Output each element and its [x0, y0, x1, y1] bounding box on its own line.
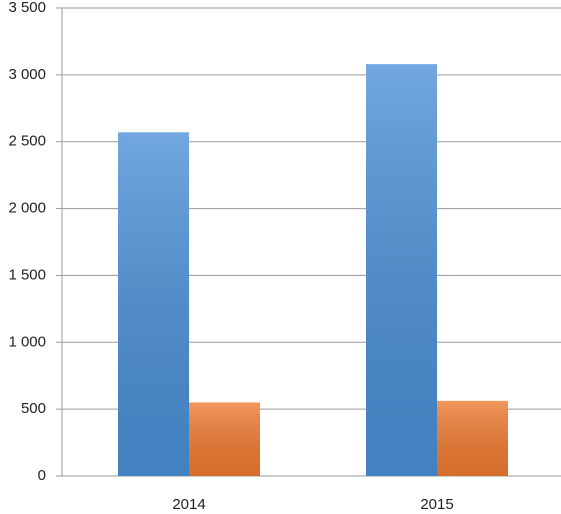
y-tick-label: 1 000: [8, 333, 46, 350]
y-tick-label: 2 000: [8, 200, 46, 217]
y-tick-label: 2 500: [8, 133, 46, 150]
x-tick-label: 2014: [172, 496, 205, 513]
bar-sheen: [189, 402, 260, 476]
y-tick-label: 1 500: [8, 266, 46, 283]
bar-sheen: [366, 64, 437, 476]
bar-sheen: [437, 400, 508, 476]
y-tick-label: 3 000: [8, 66, 46, 83]
y-tick-label: 500: [21, 400, 46, 417]
y-tick-label: 0: [38, 467, 46, 484]
y-tick-label: 3 500: [8, 0, 46, 16]
x-tick-label: 2015: [420, 496, 453, 513]
bar-sheen: [118, 132, 189, 476]
